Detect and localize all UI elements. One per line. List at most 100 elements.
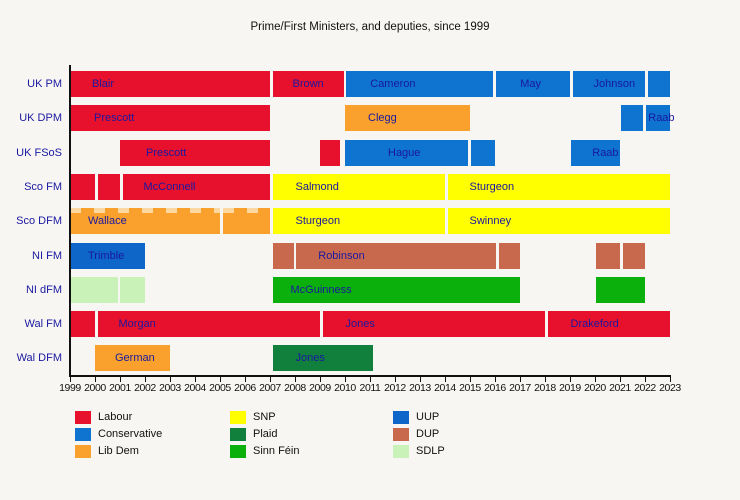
tick-2013 <box>419 377 421 382</box>
chart-title: Prime/First Ministers, and deputies, sin… <box>250 21 490 33</box>
tick-label-2008: 2008 <box>284 382 306 394</box>
legend-label-uup: UUP <box>416 411 440 423</box>
bar-jones: Jones <box>272 345 373 371</box>
bar-ni-fm-2021.1 <box>622 243 645 269</box>
bar-ni-fm-2020.05 <box>596 243 620 269</box>
bar-may: May <box>496 71 570 97</box>
tick-label-2009: 2009 <box>309 382 331 394</box>
legend-label-snp: SNP <box>253 411 276 423</box>
bar-hague: Hague <box>345 140 468 166</box>
bar-morgan: Morgan <box>97 311 320 337</box>
row-label-sco-fm: Sco FM <box>24 181 62 193</box>
tick-label-2019: 2019 <box>559 382 581 394</box>
tick-label-2005: 2005 <box>209 382 231 394</box>
tick-label-2011: 2011 <box>359 382 381 394</box>
bar-label-jones: Jones <box>345 318 375 330</box>
legend-label-lib-dem: Lib Dem <box>98 445 139 457</box>
bar-uk-pm-2022.1 <box>647 71 670 97</box>
bar-jones: Jones <box>322 311 545 337</box>
bar-label-german: German <box>115 352 155 364</box>
tick-2008 <box>294 377 296 382</box>
bar-label-cameron: Cameron <box>370 78 416 90</box>
legend-label-sdlp: SDLP <box>416 445 445 457</box>
tick-2006 <box>244 377 246 382</box>
legend-label-sinn-f-in: Sinn Féin <box>253 445 300 457</box>
tick-label-2010: 2010 <box>334 382 356 394</box>
bar-wallace: Wallace <box>70 208 220 234</box>
tick-2001 <box>119 377 121 382</box>
tick-2018 <box>544 377 546 382</box>
tick-label-2022: 2022 <box>634 382 656 394</box>
tick-label-2003: 2003 <box>159 382 181 394</box>
legend-label-dup: DUP <box>416 428 440 440</box>
bar-uk-fsos-2009 <box>320 140 340 166</box>
tick-2015 <box>469 377 471 382</box>
tick-label-2020: 2020 <box>584 382 606 394</box>
tick-2022 <box>644 377 646 382</box>
legend-label-conservative: Conservative <box>98 428 163 440</box>
bar-prescott: Prescott <box>120 140 270 166</box>
bar-label-robinson: Robinson <box>318 250 365 262</box>
tick-2003 <box>169 377 171 382</box>
tick-2002 <box>144 377 146 382</box>
bar-label-mcguinness: McGuinness <box>290 284 352 296</box>
tick-2010 <box>344 377 346 382</box>
tick-label-2015: 2015 <box>459 382 481 394</box>
bar-raab: Raab <box>646 105 675 131</box>
bar-label-johnson: Johnson <box>593 78 636 90</box>
bar-label-wallace: Wallace <box>88 215 127 227</box>
tick-2016 <box>494 377 496 382</box>
legend-swatch-snp <box>230 411 246 424</box>
legend-label-labour: Labour <box>98 411 133 423</box>
bar-ni-fm-2007.1 <box>272 243 294 269</box>
bar-label-hague: Hague <box>388 147 421 159</box>
bar-sco-dfm-2005.1 <box>222 208 270 234</box>
bar-label-sturgeon: Sturgeon <box>469 181 515 193</box>
tick-2011 <box>369 377 371 382</box>
tick-2005 <box>219 377 221 382</box>
tick-1999 <box>69 377 71 382</box>
bar-wal-fm-1999 <box>70 311 95 337</box>
bar-ni-dfm-2020.05 <box>596 277 645 303</box>
bar-mcconnell: McConnell <box>122 174 270 200</box>
tick-2021 <box>619 377 621 382</box>
legend-swatch-lib-dem <box>75 445 91 458</box>
tick-2012 <box>394 377 396 382</box>
legend-label-plaid: Plaid <box>253 428 278 440</box>
tick-2020 <box>594 377 596 382</box>
bar-label-raab: Raab <box>648 112 675 124</box>
tick-label-2002: 2002 <box>134 382 156 394</box>
tick-label-2018: 2018 <box>534 382 556 394</box>
bar-label-swinney: Swinney <box>469 215 512 227</box>
tick-label-2013: 2013 <box>409 382 431 394</box>
tick-2009 <box>319 377 321 382</box>
bar-label-salmond: Salmond <box>295 181 339 193</box>
bar-label-may: May <box>520 78 542 90</box>
bar-label-blair: Blair <box>92 78 115 90</box>
bar-sturgeon: Sturgeon <box>272 208 445 234</box>
tick-2000 <box>94 377 96 382</box>
row-label-uk-dpm: UK DPM <box>19 112 62 124</box>
bar-trimble: Trimble <box>70 243 145 269</box>
bar-label-mcconnell: McConnell <box>143 181 196 193</box>
row-label-sco-dfm: Sco DFM <box>16 215 62 227</box>
tick-label-2021: 2021 <box>609 382 631 394</box>
bar-robinson: Robinson <box>296 243 497 269</box>
bar-brown: Brown <box>272 71 344 97</box>
row-label-uk-fsos: UK FSoS <box>16 147 62 159</box>
bar-label-brown: Brown <box>292 78 324 90</box>
bar-cameron: Cameron <box>346 71 493 97</box>
bar-uk-dpm-2021.05 <box>621 105 643 131</box>
row-label-wal-fm: Wal FM <box>24 318 62 330</box>
bar-german: German <box>95 345 170 371</box>
tick-label-2014: 2014 <box>434 382 456 394</box>
bar-sturgeon: Sturgeon <box>447 174 670 200</box>
bar-drakeford: Drakeford <box>547 311 670 337</box>
tick-label-1999: 1999 <box>59 382 81 394</box>
tick-label-2006: 2006 <box>234 382 256 394</box>
bar-blair: Blair <box>70 71 270 97</box>
bar-ni-fm-2016.15 <box>498 243 520 269</box>
tick-label-2001: 2001 <box>109 382 131 394</box>
bar-salmond: Salmond <box>272 174 445 200</box>
